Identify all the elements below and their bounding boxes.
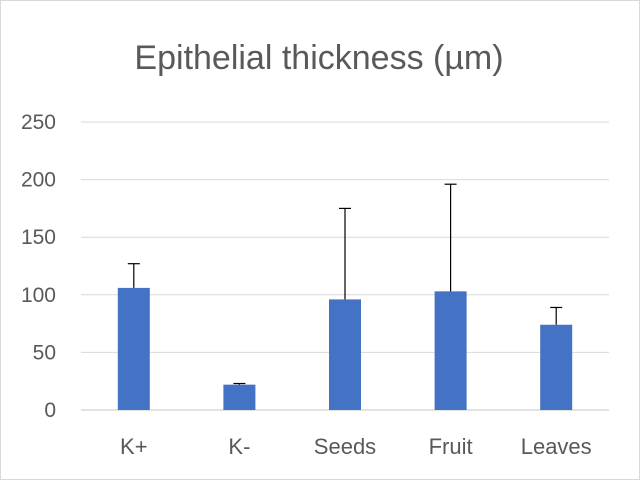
x-axis-labels: K+ K- Seeds Fruit Leaves [120,434,592,459]
chart-title: Epithelial thickness (µm) [134,39,503,77]
bar [223,384,256,410]
x-tick-label: Seeds [314,434,376,459]
bar [540,324,573,410]
y-tick-label: 150 [21,226,56,249]
x-tick-label: Fruit [429,434,473,459]
x-tick-label: K+ [120,434,148,459]
bars [117,287,573,410]
bar [329,299,361,410]
error-bars [127,183,563,385]
bar [434,291,467,410]
y-tick-label: 50 [33,341,56,364]
x-tick-label: Leaves [521,434,592,459]
x-tick-label: K- [228,434,250,459]
y-tick-label: 200 [21,169,56,192]
bar [117,287,150,410]
y-axis-ticks: 0 50 100 150 200 250 [21,111,56,422]
y-tick-label: 100 [21,284,56,307]
y-tick-label: 0 [44,399,56,422]
y-tick-label: 250 [21,111,56,134]
